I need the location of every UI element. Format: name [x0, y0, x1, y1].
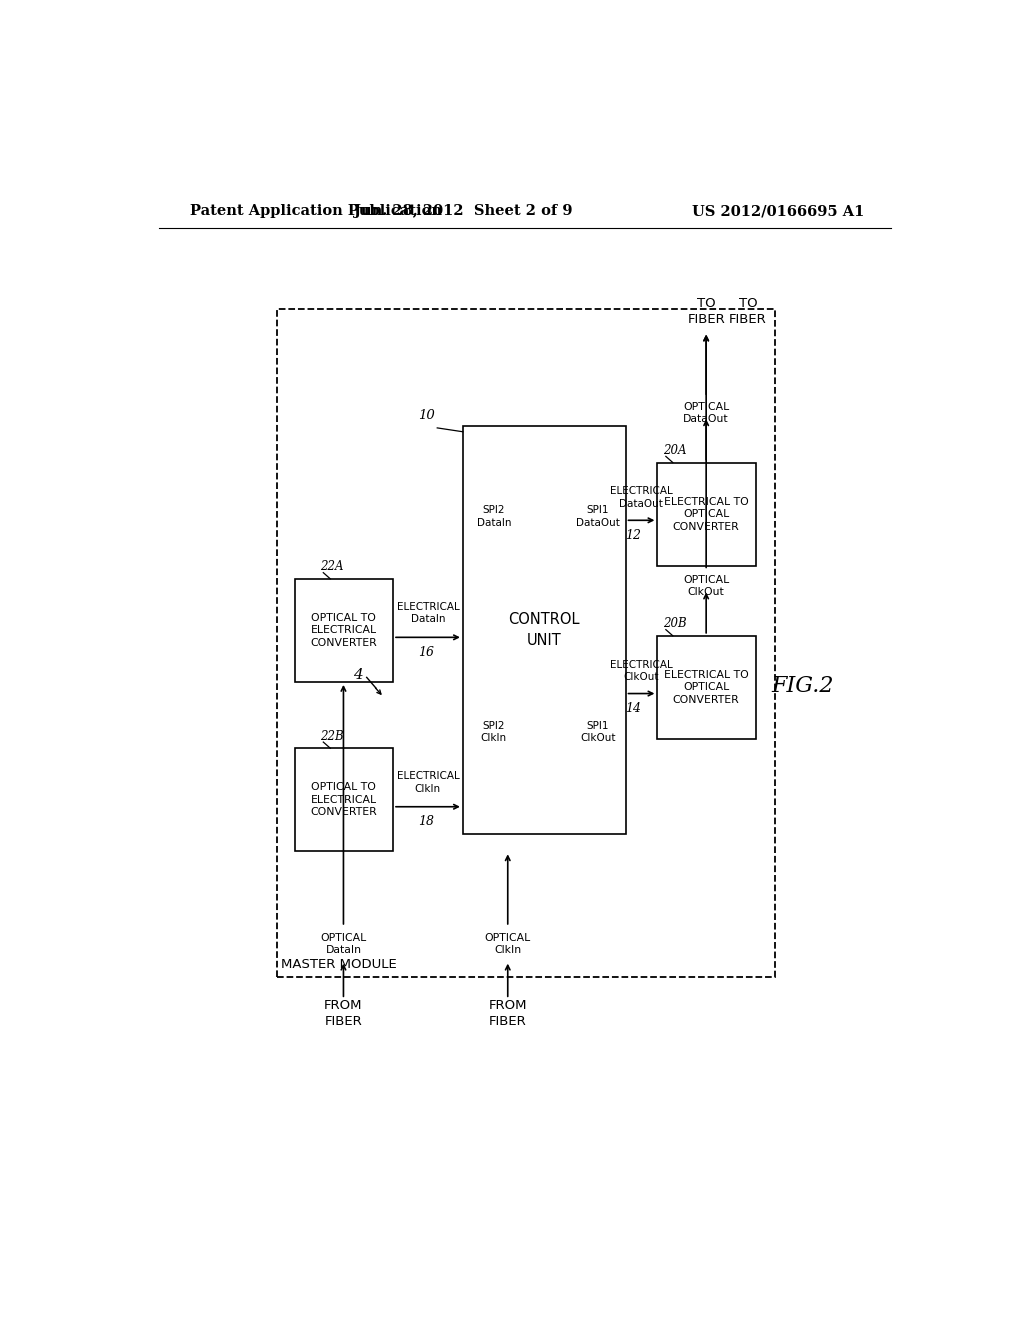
- Text: 16: 16: [418, 645, 434, 659]
- Text: ELECTRICAL
ClkOut: ELECTRICAL ClkOut: [609, 660, 673, 682]
- Text: FROM
FIBER: FROM FIBER: [488, 999, 527, 1028]
- Text: US 2012/0166695 A1: US 2012/0166695 A1: [692, 205, 864, 218]
- Text: MASTER MODULE: MASTER MODULE: [281, 958, 396, 970]
- Text: SPI1
DataOut: SPI1 DataOut: [575, 506, 620, 528]
- Text: 4: 4: [353, 668, 362, 682]
- Bar: [463, 426, 626, 834]
- Text: ELECTRICAL
ClkIn: ELECTRICAL ClkIn: [396, 771, 460, 793]
- Text: 20B: 20B: [663, 618, 686, 631]
- Text: Jun. 28, 2012  Sheet 2 of 9: Jun. 28, 2012 Sheet 2 of 9: [353, 205, 572, 218]
- Text: OPTICAL TO
ELECTRICAL
CONVERTER: OPTICAL TO ELECTRICAL CONVERTER: [310, 612, 377, 648]
- Text: 20A: 20A: [663, 444, 686, 457]
- Text: 18: 18: [418, 816, 434, 828]
- Bar: [657, 636, 756, 739]
- Text: ELECTRICAL TO
OPTICAL
CONVERTER: ELECTRICAL TO OPTICAL CONVERTER: [664, 496, 749, 532]
- Text: FROM
FIBER: FROM FIBER: [325, 999, 362, 1028]
- Text: CONTROL
UNIT: CONTROL UNIT: [509, 612, 580, 648]
- Text: 14: 14: [625, 702, 641, 715]
- Text: OPTICAL
ClkIn: OPTICAL ClkIn: [484, 933, 530, 956]
- Text: SPI2
DataIn: SPI2 DataIn: [476, 506, 511, 528]
- Text: ELECTRICAL
DataOut: ELECTRICAL DataOut: [609, 486, 673, 508]
- Text: 10: 10: [418, 409, 435, 422]
- Text: OPTICAL
ClkOut: OPTICAL ClkOut: [683, 576, 729, 598]
- Text: Patent Application Publication: Patent Application Publication: [190, 205, 442, 218]
- Text: TO
FIBER: TO FIBER: [687, 297, 725, 326]
- Text: 22A: 22A: [321, 561, 344, 573]
- Bar: [295, 748, 393, 851]
- Bar: [295, 578, 393, 682]
- Text: SPI1
ClkOut: SPI1 ClkOut: [580, 721, 615, 743]
- Bar: [657, 462, 756, 566]
- Bar: [276, 309, 775, 977]
- Text: OPTICAL
DataIn: OPTICAL DataIn: [321, 933, 367, 956]
- Text: ELECTRICAL TO
OPTICAL
CONVERTER: ELECTRICAL TO OPTICAL CONVERTER: [664, 671, 749, 705]
- Text: OPTICAL
DataOut: OPTICAL DataOut: [683, 401, 729, 424]
- Text: TO
FIBER: TO FIBER: [729, 297, 767, 326]
- Text: ELECTRICAL
DataIn: ELECTRICAL DataIn: [396, 602, 460, 624]
- Text: 12: 12: [625, 529, 641, 541]
- Text: 22B: 22B: [321, 730, 344, 743]
- Text: OPTICAL TO
ELECTRICAL
CONVERTER: OPTICAL TO ELECTRICAL CONVERTER: [310, 783, 377, 817]
- Text: FIG.2: FIG.2: [771, 675, 834, 697]
- Text: SPI2
ClkIn: SPI2 ClkIn: [480, 721, 507, 743]
